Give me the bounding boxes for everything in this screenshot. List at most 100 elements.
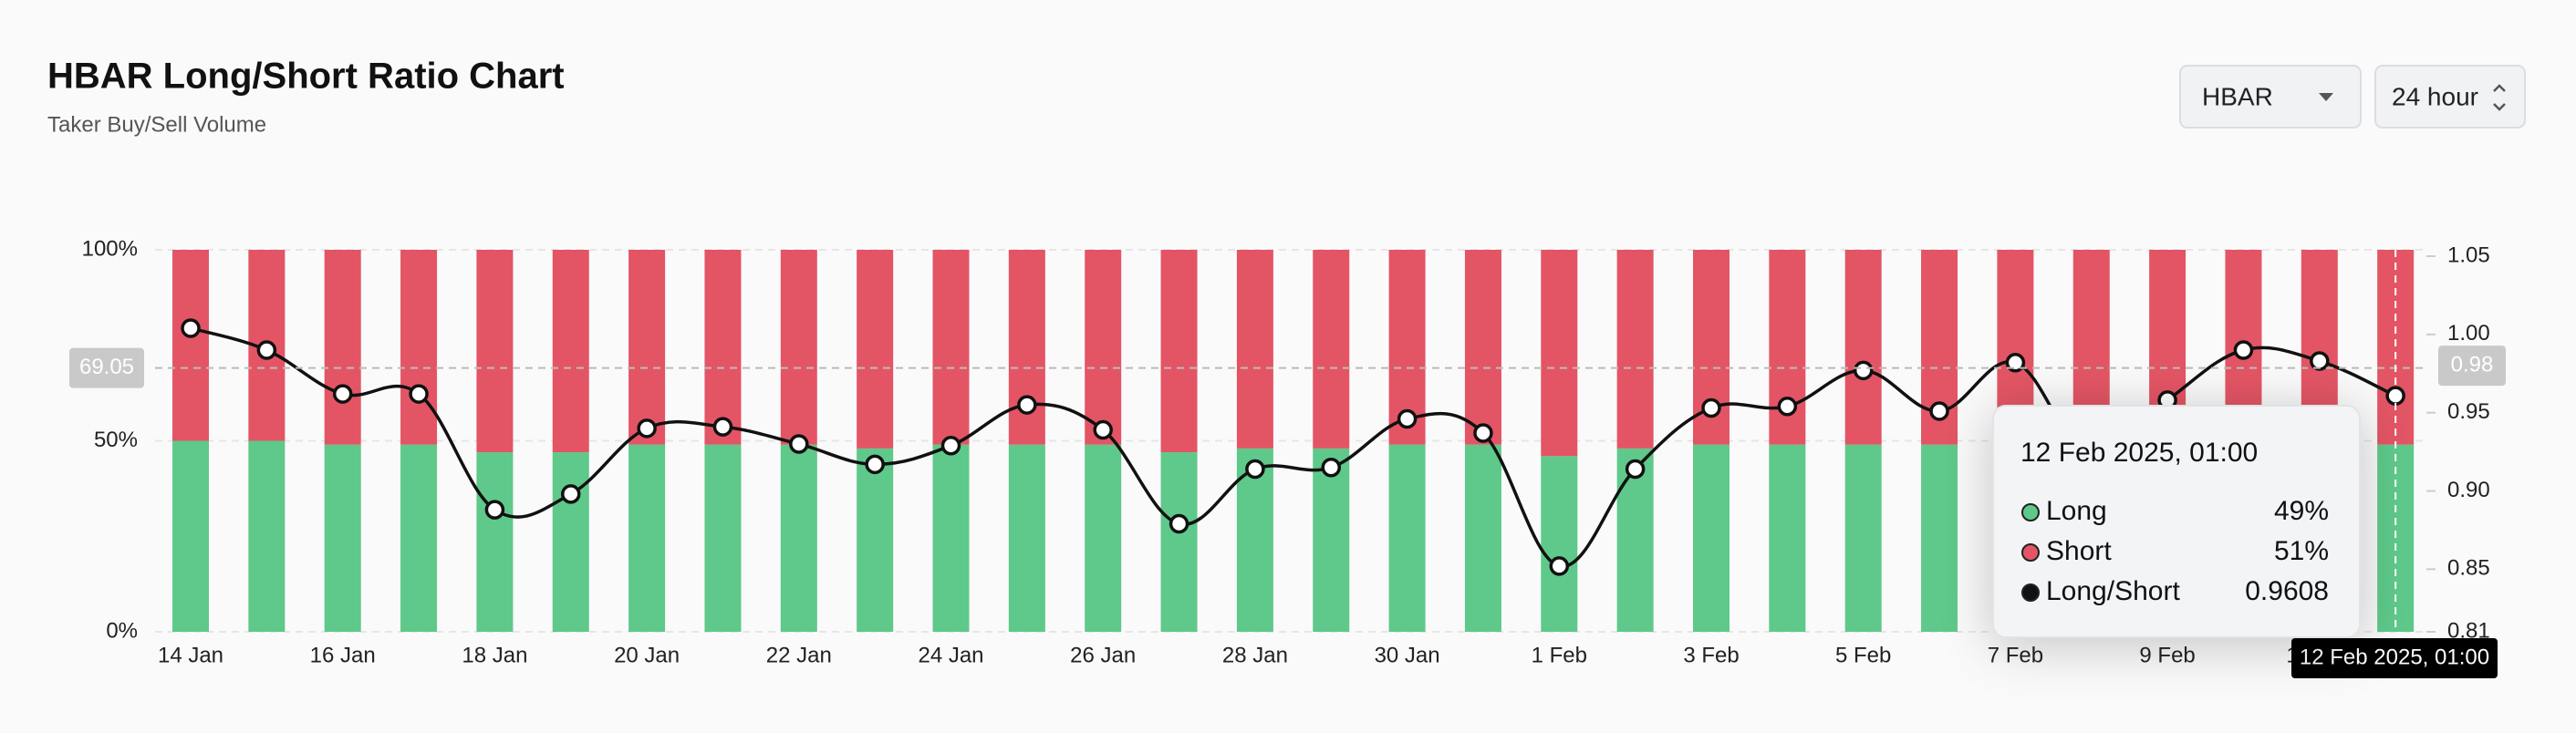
- period-select-label[interactable]: 24 hour: [2392, 82, 2478, 110]
- short-bar: [1160, 250, 1198, 453]
- long-bar: [1388, 444, 1426, 632]
- long-bar: [1693, 444, 1729, 632]
- long-bar: [400, 444, 438, 632]
- ratio-point: [181, 318, 201, 338]
- ratio-point: [1017, 395, 1037, 415]
- ratio-point: [1853, 360, 1874, 381]
- y2-tick-label: 1.05: [2447, 243, 2490, 267]
- ratio-point: [1397, 408, 1418, 429]
- ratio-point: [1473, 423, 1493, 443]
- short-bar: [1541, 250, 1578, 457]
- asset-select-box[interactable]: [2179, 65, 2362, 129]
- crosshair-x-box: [2291, 638, 2498, 678]
- short-bar: [400, 250, 438, 445]
- ratio-point: [256, 340, 277, 360]
- long-bar: [172, 440, 209, 632]
- tooltip-swatch: [2021, 503, 2040, 521]
- short-bar: [1844, 250, 1882, 445]
- asset-select[interactable]: HBAR: [2179, 65, 2362, 129]
- long-bar: [1236, 448, 1273, 632]
- short-bar: [1313, 250, 1350, 449]
- select-arrows: [2493, 84, 2506, 111]
- long-bar: [628, 444, 666, 632]
- tooltip-value: 0.9608: [2245, 576, 2329, 606]
- ratio-point: [940, 435, 961, 456]
- y2-tick-label: 1.00: [2447, 321, 2490, 346]
- x-tick-label: 7 Feb: [1988, 643, 2043, 667]
- x-tick-label: 28 Jan: [1222, 643, 1288, 667]
- short-bar: [324, 250, 361, 445]
- period-select-box[interactable]: [2374, 65, 2526, 129]
- x-tick-label: 16 Jan: [310, 643, 376, 667]
- ratio-point: [1549, 556, 1570, 576]
- x-tick-label: 24 Jan: [918, 643, 983, 667]
- y-tick-label: 50%: [94, 428, 138, 452]
- short-bar: [932, 250, 970, 445]
- dropdown-caret: [2319, 93, 2333, 101]
- ratio-point: [1929, 401, 1949, 421]
- tooltip-box: [1992, 405, 2361, 638]
- crosshair-y-box: [69, 347, 144, 388]
- tooltip-name: Long/Short: [2046, 576, 2180, 606]
- tooltip-swatch: [2021, 583, 2040, 602]
- x-tick-label: 30 Jan: [1375, 643, 1440, 667]
- tooltip-title: 12 Feb 2025, 01:00: [2020, 438, 2258, 468]
- short-bar: [857, 250, 894, 449]
- crosshair-x-label: 12 Feb 2025, 01:00: [2300, 645, 2489, 669]
- crosshair-y-label: 69.05: [79, 355, 134, 379]
- short-bar: [704, 250, 742, 445]
- short-bar: [1008, 250, 1045, 445]
- long-bar: [704, 444, 742, 632]
- long-bar: [1313, 448, 1350, 632]
- long-bar: [248, 440, 286, 632]
- y-tick-label: 100%: [82, 236, 138, 261]
- ratio-point: [865, 454, 885, 475]
- tooltip-name: Long: [2046, 496, 2107, 526]
- ratio-point: [484, 500, 505, 520]
- ratio-point: [637, 418, 657, 439]
- ratio-point: [1245, 459, 1265, 480]
- tooltip-name: Short: [2046, 536, 2112, 566]
- ratio-point: [2233, 340, 2254, 360]
- x-tick-label: 14 Jan: [158, 643, 223, 667]
- ratio-point: [1321, 458, 1341, 478]
- x-tick-label: 3 Feb: [1683, 643, 1739, 667]
- x-tick-label: 18 Jan: [462, 643, 527, 667]
- x-tick-label: 5 Feb: [1835, 643, 1891, 667]
- tooltip: 12 Feb 2025, 01:00 Long 49% Short 51% Long/Sh…: [1992, 405, 2361, 638]
- ratio-point: [2310, 351, 2330, 371]
- tooltip-value: 49%: [2274, 496, 2329, 526]
- period-select[interactable]: 24 hour: [2374, 65, 2526, 129]
- long-bar: [1769, 444, 1806, 632]
- y2-tick-label: 0.90: [2447, 478, 2490, 502]
- long-bar: [552, 452, 589, 632]
- short-bar: [1616, 250, 1654, 449]
- ratio-point: [789, 434, 809, 454]
- y2-tick-label: 0.95: [2447, 399, 2490, 424]
- short-bar: [1236, 250, 1273, 449]
- long-bar: [1616, 448, 1654, 632]
- ratio-point: [1093, 419, 1113, 440]
- long-bar: [476, 452, 514, 632]
- long-bar: [324, 444, 361, 632]
- ratio-point: [1701, 397, 1721, 418]
- long-bar: [1085, 444, 1122, 632]
- short-bar: [628, 250, 666, 445]
- short-bar: [780, 250, 817, 445]
- short-bar: [1085, 250, 1122, 445]
- y2-tick-label: 0.85: [2447, 556, 2490, 581]
- x-tick-label: 22 Jan: [766, 643, 832, 667]
- tooltip-swatch: [2021, 543, 2040, 562]
- short-bar: [172, 250, 209, 441]
- short-bar: [552, 250, 589, 453]
- long-bar: [780, 444, 817, 632]
- long-bar: [1921, 444, 1958, 632]
- tooltip-value: 51%: [2274, 536, 2329, 566]
- asset-select-label[interactable]: HBAR: [2202, 82, 2273, 110]
- x-tick-label: 9 Feb: [2139, 643, 2195, 667]
- long-bar: [1008, 444, 1045, 632]
- ratio-point: [409, 384, 429, 404]
- x-tick-label: 1 Feb: [1532, 643, 1587, 667]
